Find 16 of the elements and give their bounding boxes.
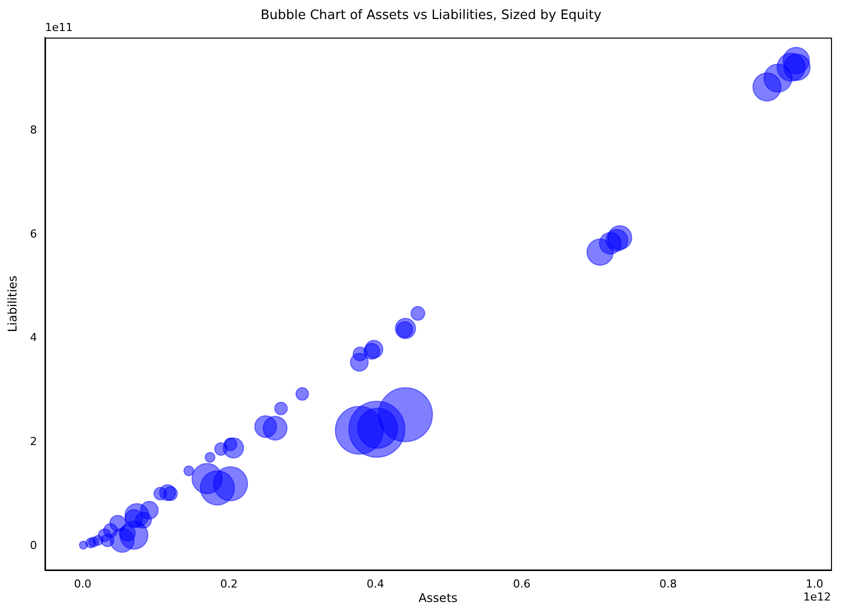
x-tick-label: 1.0 — [806, 577, 824, 590]
x-tick-label: 0.2 — [220, 577, 238, 590]
x-tick-label: 0.4 — [366, 577, 384, 590]
y-tick-label: 4 — [30, 331, 37, 344]
text: 1e11 — [45, 20, 73, 34]
y-tick-label: 2 — [30, 435, 37, 448]
chart-title: Bubble Chart of Assets vs Liabilities, Sized by Equity — [260, 8, 602, 24]
x-tick-label: 0.8 — [659, 577, 677, 590]
x-axis-title: Assets — [418, 590, 458, 605]
x-tick-label: 0.6 — [513, 577, 531, 590]
text: 1e12 — [803, 590, 831, 604]
y-tick-label: 6 — [30, 227, 37, 240]
y-tick-label: 0 — [30, 538, 37, 552]
y-axis-title: Liabilities — [5, 275, 20, 332]
x-tick-label: 0.0 — [74, 577, 92, 590]
y-tick-label: 8 — [30, 123, 37, 136]
